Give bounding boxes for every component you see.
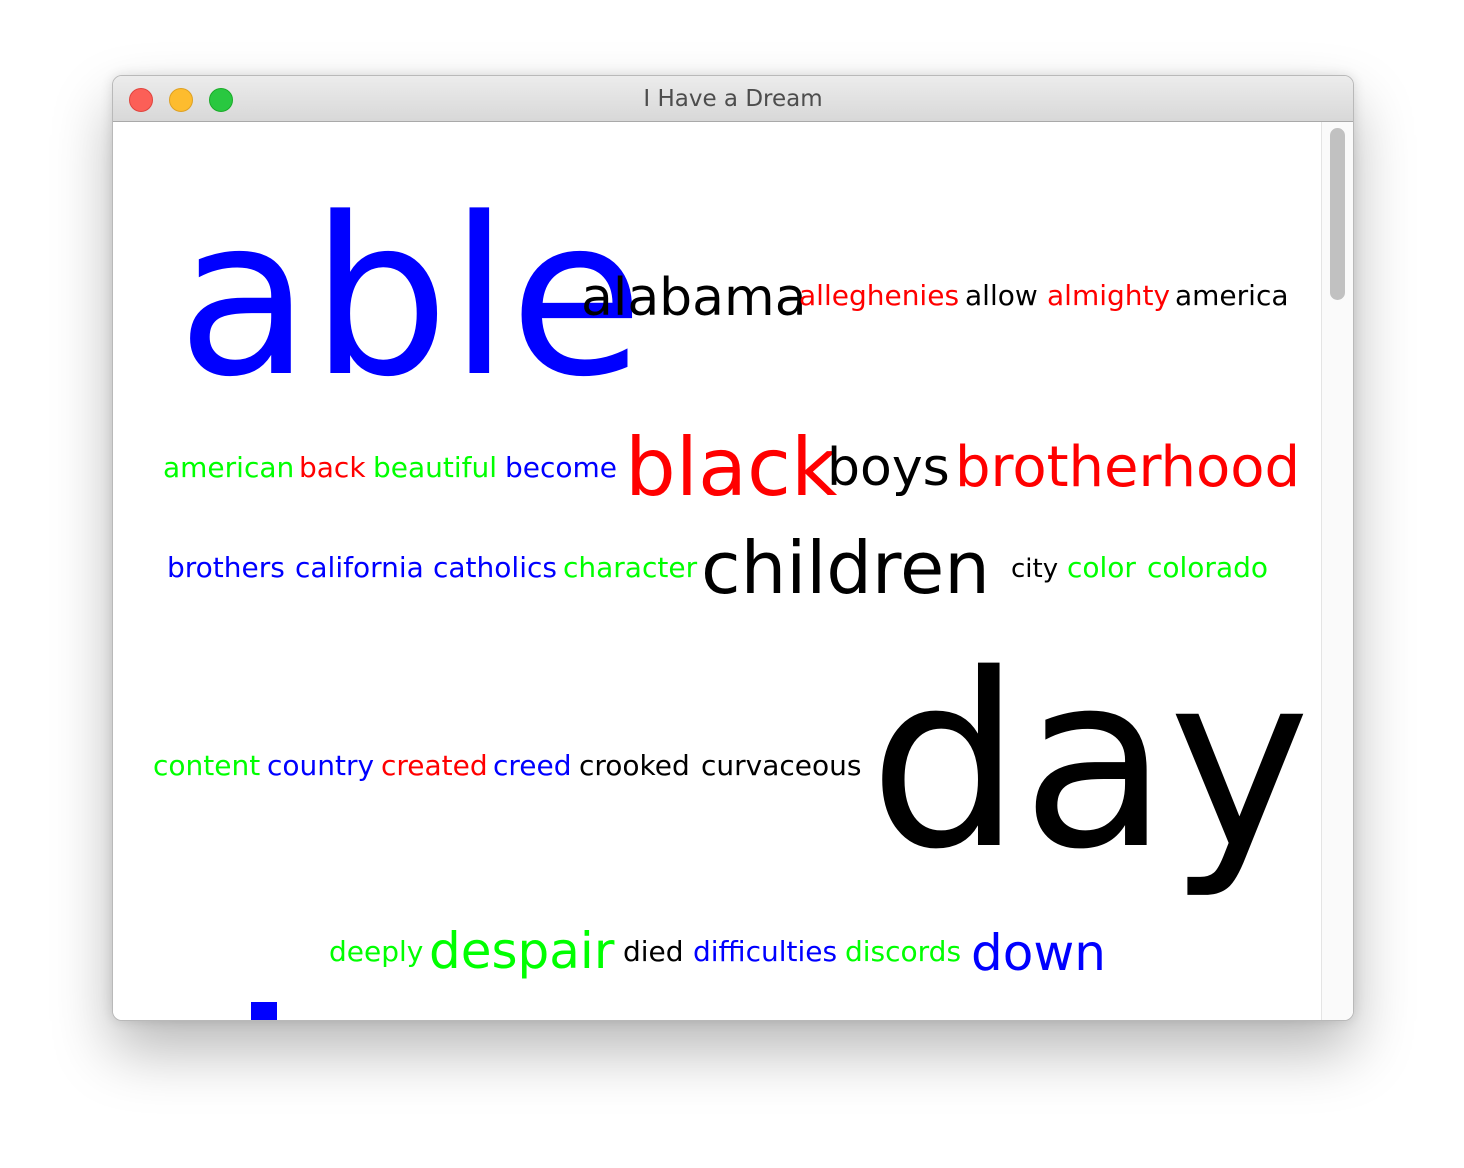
scrollbar-thumb[interactable]	[1330, 128, 1345, 300]
window-title: I Have a Dream	[643, 86, 823, 112]
cloud-word-black: black	[625, 421, 838, 514]
zoom-button[interactable]	[209, 88, 233, 112]
cloud-word-become: become	[505, 451, 618, 484]
close-button[interactable]	[129, 88, 153, 112]
cloud-word-alabama: alabama	[581, 268, 807, 328]
cloud-word-boys: boys	[827, 438, 950, 498]
cloud-word-day: day	[869, 622, 1311, 902]
cloud-word-brothers: brothers	[167, 551, 285, 584]
cloud-word-california: california	[295, 551, 424, 584]
cloud-word-curvaceous: curvaceous	[701, 749, 862, 782]
cloud-word-almighty: almighty	[1047, 279, 1171, 312]
cloud-word-color: color	[1067, 551, 1136, 584]
clipped-word-fragment	[251, 1002, 277, 1020]
cloud-word-allow: allow	[965, 279, 1038, 312]
cloud-word-died: died	[623, 935, 684, 968]
cloud-word-down: down	[971, 924, 1106, 982]
word-cloud-panel: able alabama alleghenies allow almighty …	[113, 122, 1353, 1020]
cloud-word-america: america	[1175, 279, 1289, 312]
app-window: I Have a Dream able alabama alleghenies …	[112, 75, 1354, 1021]
cloud-word-discords: discords	[845, 935, 962, 968]
cloud-word-city: city	[1011, 554, 1059, 584]
cloud-word-beautiful: beautiful	[373, 451, 498, 484]
cloud-word-alleghenies: alleghenies	[799, 279, 960, 312]
vertical-scrollbar[interactable]	[1321, 122, 1353, 1020]
cloud-word-content: content	[153, 749, 261, 782]
cloud-word-creed: creed	[493, 749, 572, 782]
cloud-word-american: american	[163, 451, 295, 484]
cloud-word-created: created	[381, 749, 488, 782]
cloud-word-back: back	[299, 451, 366, 484]
cloud-word-difficulties: difficulties	[693, 935, 838, 968]
minimize-button[interactable]	[169, 88, 193, 112]
cloud-word-catholics: catholics	[433, 551, 557, 584]
cloud-word-colorado: colorado	[1147, 551, 1269, 584]
cloud-word-brotherhood: brotherhood	[955, 435, 1301, 500]
cloud-word-crooked: crooked	[579, 749, 690, 782]
cloud-word-deeply: deeply	[329, 935, 424, 968]
cloud-word-country: country	[267, 749, 375, 782]
cloud-word-character: character	[563, 551, 698, 584]
title-bar[interactable]: I Have a Dream	[113, 76, 1353, 122]
cloud-word-despair: despair	[429, 922, 615, 980]
cloud-word-able: able	[177, 172, 644, 425]
cloud-word-children: children	[701, 526, 990, 610]
